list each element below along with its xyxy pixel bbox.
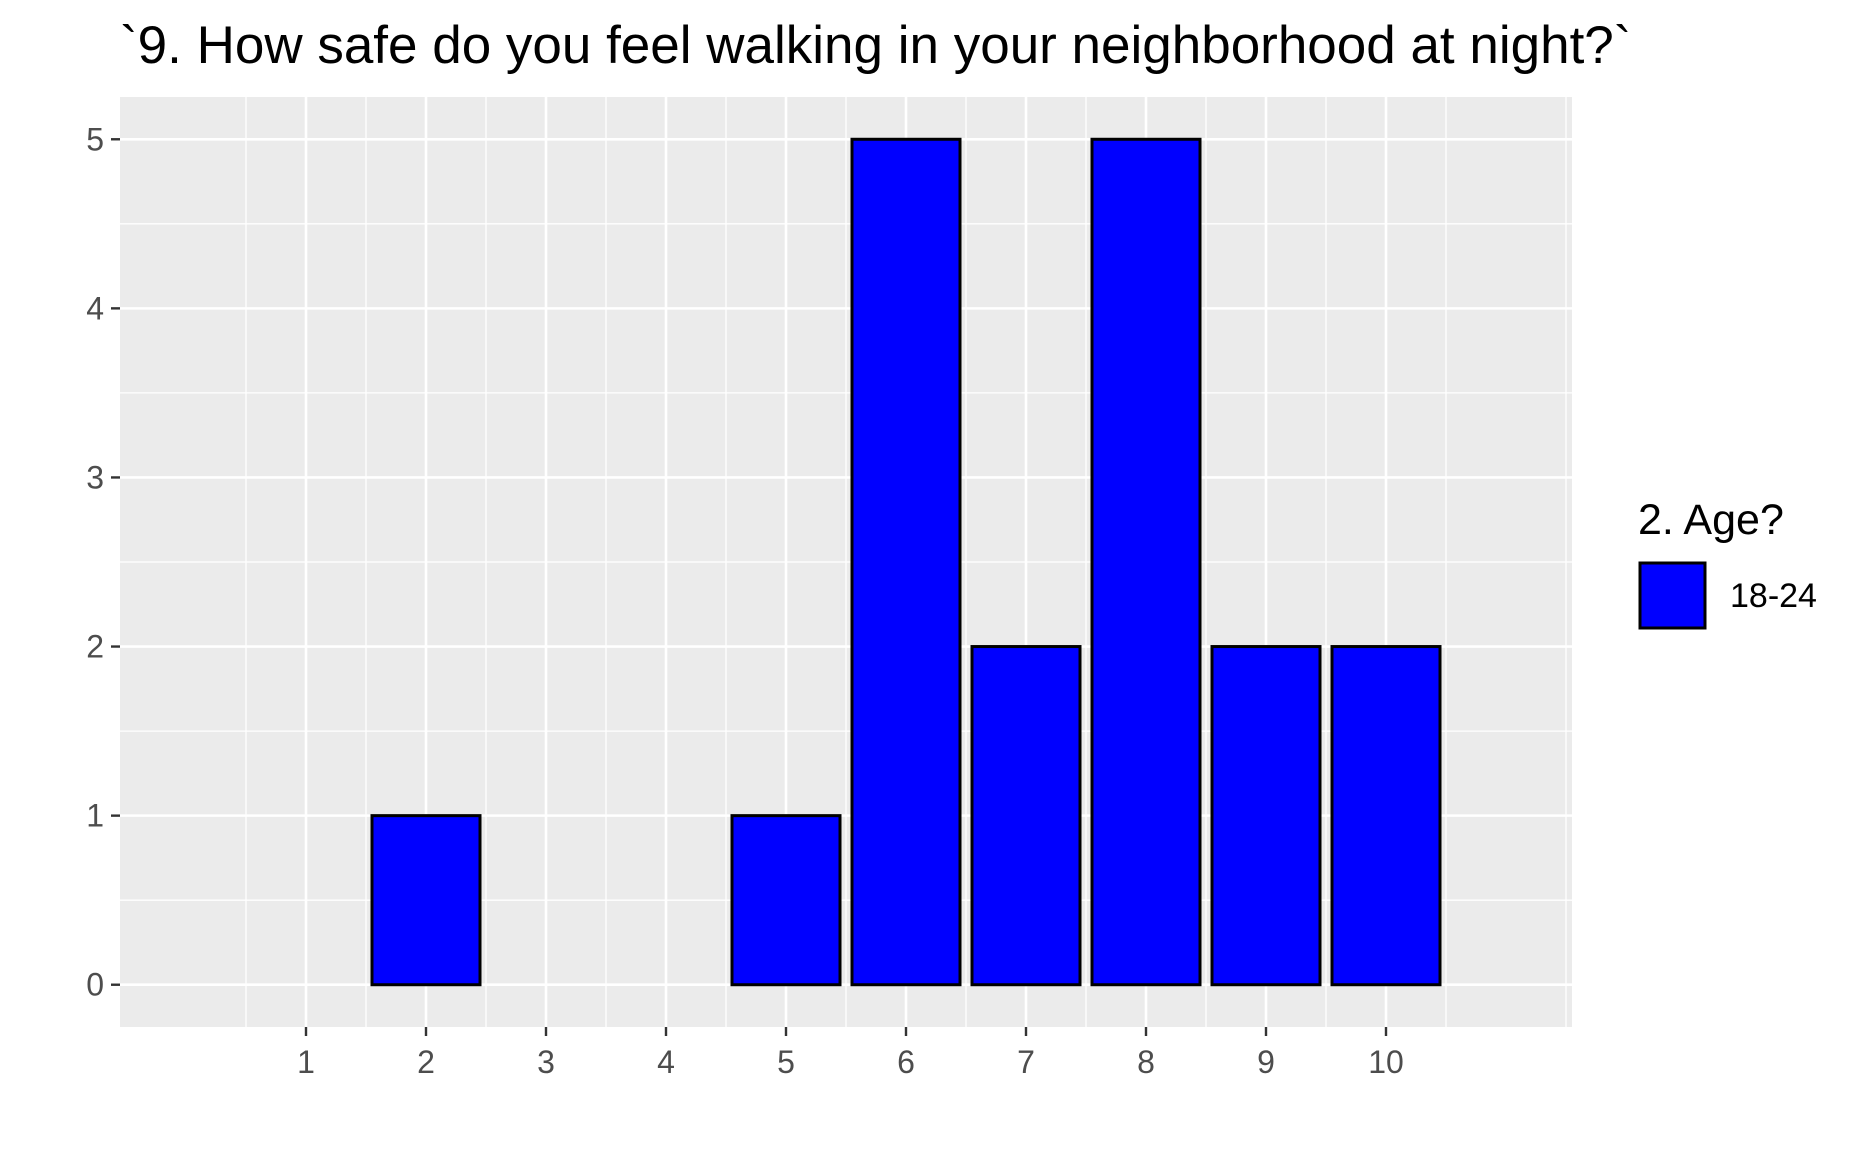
bar-9 [1210, 645, 1322, 987]
x-tick-label: 8 [1137, 1044, 1155, 1080]
legend-key-label: 18-24 [1730, 577, 1817, 615]
bar-6 [850, 137, 962, 987]
y-tick-label: 5 [86, 121, 104, 157]
y-tick-label: 0 [86, 967, 104, 1003]
legend: 2. Age? 18-24 [1638, 496, 1817, 630]
bars-layer [370, 137, 1442, 987]
y-tick-label: 4 [86, 290, 104, 326]
x-tick-label: 5 [777, 1044, 795, 1080]
x-tick-label: 2 [417, 1044, 435, 1080]
bar-7 [970, 645, 1082, 987]
x-tick-label: 6 [897, 1044, 915, 1080]
y-tick-label: 1 [86, 798, 104, 834]
x-tick-label: 7 [1017, 1044, 1035, 1080]
x-tick-label: 9 [1257, 1044, 1275, 1080]
y-tick-label: 2 [86, 629, 104, 665]
y-axis: 0 1 2 3 4 5 [86, 121, 120, 1003]
plot-panel [120, 97, 1572, 1027]
x-axis: 1 2 3 4 5 6 7 8 9 10 [297, 1027, 1404, 1080]
bar-2 [370, 814, 482, 987]
x-tick-label: 1 [297, 1044, 315, 1080]
legend-title: 2. Age? [1638, 496, 1784, 544]
bar-8 [1090, 137, 1202, 987]
y-tick-label: 3 [86, 459, 104, 495]
x-tick-label: 4 [657, 1044, 675, 1080]
legend-key-swatch [1638, 561, 1707, 630]
bar-5 [730, 814, 842, 987]
chart-title: `9. How safe do you feel walking in your… [120, 16, 1631, 75]
x-tick-label: 10 [1368, 1044, 1404, 1080]
bar-10 [1330, 645, 1442, 987]
x-tick-label: 3 [537, 1044, 555, 1080]
